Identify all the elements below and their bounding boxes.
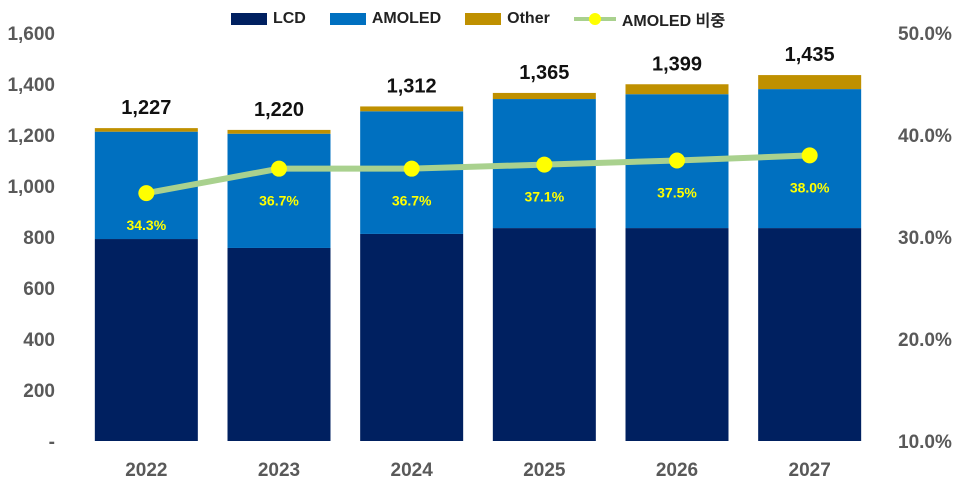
bar-total-label: 1,312 [387, 75, 437, 97]
y-left-tick-label: 800 [23, 228, 55, 249]
bar-total-label: 1,220 [254, 99, 304, 121]
y-left-tick-label: 200 [23, 381, 55, 402]
y-left-tick-label: 400 [23, 330, 55, 351]
legend-label-other: Other [507, 10, 550, 27]
y-left-tick-label: 600 [23, 279, 55, 300]
bar-segment-other [94, 128, 198, 132]
amoled-share-label: 34.3% [126, 217, 166, 233]
legend: LCD AMOLED Other AMOLED 비중 [0, 6, 956, 32]
legend-item-amoled: AMOLED [329, 10, 442, 28]
x-tick-label: 2022 [125, 460, 167, 481]
bar-segment-lcd [625, 228, 729, 441]
x-tick-label: 2024 [391, 460, 434, 481]
amoled-share-label: 36.7% [392, 193, 432, 209]
bar-segment-other [625, 84, 729, 95]
y-right-tick-label: 20.0% [898, 330, 952, 351]
bar-segment-lcd [227, 247, 331, 441]
amoled-share-marker [536, 156, 553, 173]
legend-swatch-amoled [329, 13, 366, 25]
amoled-share-label: 36.7% [259, 193, 299, 209]
amoled-share-marker [669, 152, 685, 169]
y-left-tick-label: 1,600 [7, 24, 55, 45]
amoled-share-marker [403, 160, 420, 177]
y-right-tick-label: 40.0% [898, 126, 952, 147]
legend-label-amoled-share: AMOLED 비중 [621, 13, 726, 30]
legend-swatch-lcd [230, 13, 267, 25]
bar-total-label: 1,365 [519, 62, 569, 84]
bar-total-label: 1,227 [121, 97, 171, 119]
y-right-tick-label: 50.0% [898, 24, 952, 45]
y-left-tick-label: 1,200 [7, 126, 55, 147]
bar-segment-amoled [227, 133, 331, 248]
bar-segment-other [360, 106, 464, 112]
legend-item-lcd: LCD [230, 10, 306, 28]
bar-segment-other [227, 129, 331, 134]
amoled-share-label: 38.0% [790, 179, 830, 195]
y-right-tick-label: 10.0% [898, 432, 952, 453]
legend-swatch-amoled-share [573, 13, 616, 25]
y-left-tick-label: 1,000 [7, 177, 55, 198]
amoled-share-line [143, 152, 813, 197]
legend-label-amoled: AMOLED [371, 10, 442, 27]
legend-label-lcd: LCD [272, 10, 306, 27]
x-tick-label: 2026 [656, 460, 698, 481]
y-left-tick-label: 1,400 [7, 75, 55, 96]
x-tick-label: 2023 [258, 460, 300, 481]
amoled-share-marker [801, 147, 818, 164]
bar-segment-lcd [360, 233, 464, 441]
legend-item-amoled-share: AMOLED 비중 [573, 7, 726, 31]
legend-item-other: Other [465, 10, 550, 28]
bar-segment-lcd [492, 228, 596, 441]
y-right-tick-label: 30.0% [898, 228, 952, 249]
bar-total-label: 1,435 [785, 44, 835, 66]
amoled-share-label: 37.5% [657, 185, 697, 201]
amoled-share-marker [138, 185, 155, 202]
bar-segment-lcd [94, 239, 198, 441]
amoled-share-label: 37.1% [524, 189, 564, 205]
amoled-share-marker [271, 160, 287, 177]
legend-swatch-other [465, 13, 502, 25]
bar-segment-other [492, 92, 596, 100]
y-left-tick-label: - [49, 432, 55, 453]
x-tick-label: 2027 [789, 460, 831, 481]
bar-total-label: 1,399 [652, 53, 702, 75]
bar-segment-other [758, 75, 862, 90]
bar-segment-lcd [758, 228, 862, 441]
x-tick-label: 2025 [523, 460, 566, 481]
